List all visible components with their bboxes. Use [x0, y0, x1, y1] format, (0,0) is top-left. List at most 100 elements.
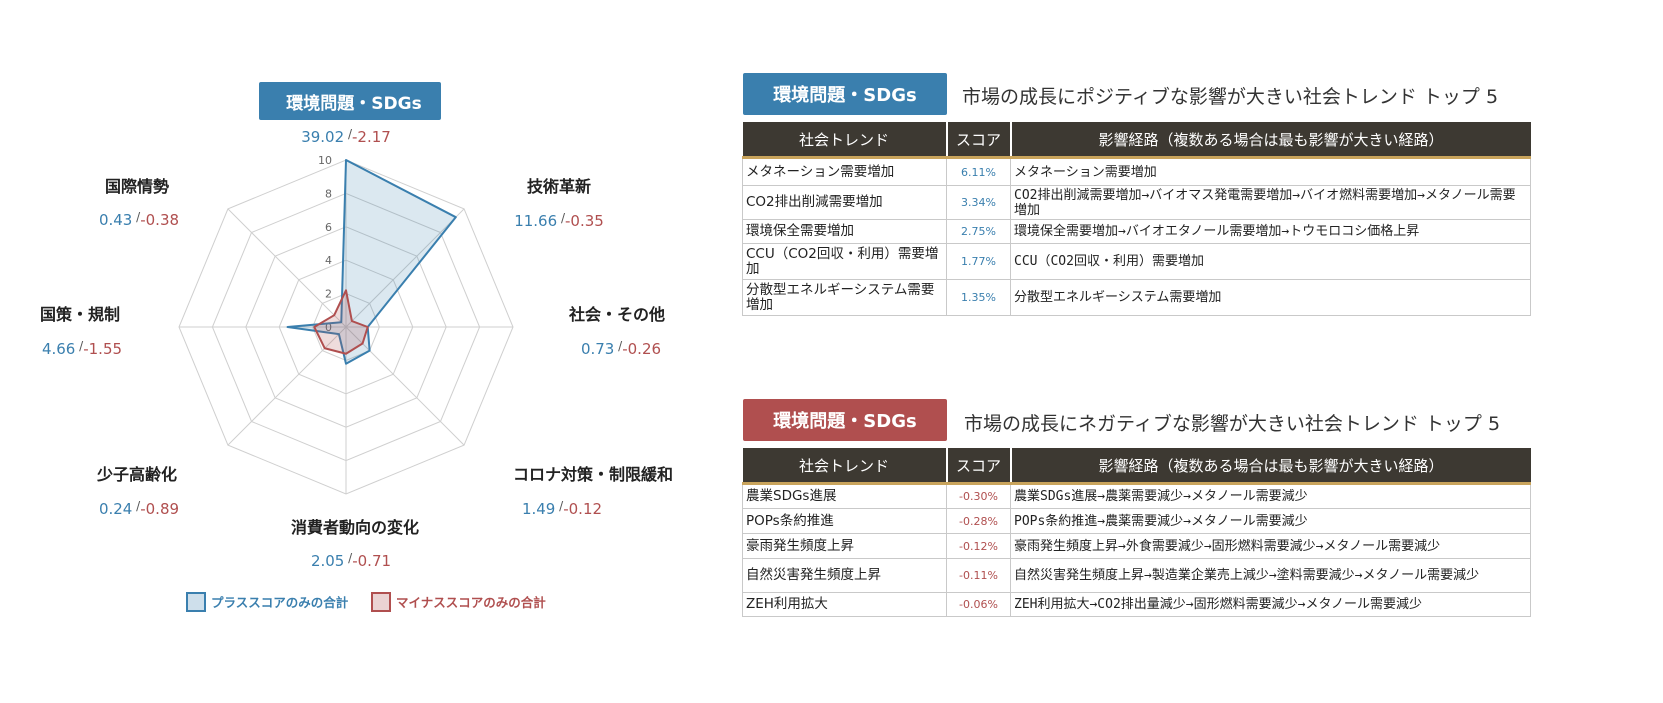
legend-label-minus: マイナススコアのみの合計	[396, 595, 546, 610]
table-row: メタネーション需要増加 6.11% メタネーション需要増加	[742, 157, 1531, 186]
negative-trend-table: 社会トレンド スコア 影響経路（複数ある場合は最も影響が大きい経路） 農業SDGs進…	[742, 448, 1531, 617]
table-row: CO2排出削減需要増加 3.34% CO2排出削減需要増加→バイオマス発電需要増加→…	[742, 185, 1531, 220]
category-score: 2.05 /-0.71	[311, 551, 391, 570]
trend-cell: 自然災害発生頻度上昇	[742, 558, 947, 593]
table-row: ZEH利用拡大 -0.06% ZEH利用拡大→CO2排出量減少→固形燃料需要減少→メ…	[742, 592, 1531, 617]
column-header: 影響経路（複数ある場合は最も影響が大きい経路）	[1010, 448, 1531, 485]
column-header: 影響経路（複数ある場合は最も影響が大きい経路）	[1010, 122, 1531, 159]
table-row: 環境保全需要増加 2.75% 環境保全需要増加→バイオエタノール需要増加→トウモロコ…	[742, 219, 1531, 244]
grid-spoke	[227, 208, 347, 328]
table-row: CCU（CO2回収・利用）需要増加 1.77% CCU（CO2回収・利用）需要増加	[742, 243, 1531, 280]
category-score: 11.66 /-0.35	[514, 211, 604, 230]
plus-score: 0.43	[99, 211, 132, 229]
category-label: 技術革新	[527, 177, 591, 196]
axis-tick-label: 0	[325, 321, 332, 334]
table-row: 自然災害発生頻度上昇 -0.11% 自然災害発生頻度上昇→製造業企業売上減少→塗料需…	[742, 558, 1531, 593]
column-header: 社会トレンド	[742, 448, 948, 485]
category-score: 0.24 /-0.89	[99, 499, 179, 518]
score-separator: /	[557, 211, 566, 225]
minus-score: -0.89	[140, 500, 179, 518]
category-label: 少子高齢化	[96, 465, 177, 484]
minus-score: -0.71	[352, 552, 391, 570]
plus-series-area	[286, 159, 457, 365]
trend-cell: ZEH利用拡大	[742, 592, 947, 617]
plus-score: 4.66	[42, 340, 75, 358]
category-label: 消費者動向の変化	[291, 518, 419, 537]
plus-score: 1.49	[522, 500, 555, 518]
category-score: 0.73 /-0.26	[581, 339, 661, 358]
trend-cell: CCU（CO2回収・利用）需要増加	[742, 243, 947, 280]
score-cell: -0.11%	[946, 558, 1011, 593]
legend-label-plus: プラススコアのみの合計	[211, 595, 349, 610]
grid-spoke	[227, 326, 347, 446]
score-separator: /	[344, 127, 353, 141]
category-score: 4.66 /-1.55	[42, 339, 122, 358]
axis-tick-label: 10	[318, 154, 332, 167]
path-cell: CO2排出削減需要増加→バイオマス発電需要増加→バイオ燃料需要増加→メタノール需…	[1010, 185, 1531, 220]
path-cell: メタネーション需要増加	[1010, 157, 1531, 186]
column-header: スコア	[946, 448, 1012, 485]
minus-score: -0.26	[622, 340, 661, 358]
path-cell: ZEH利用拡大→CO2排出量減少→固形燃料需要減少→メタノール需要減少	[1010, 592, 1531, 617]
category-score: 0.43 /-0.38	[99, 210, 179, 229]
category-score: 1.49 /-0.12	[522, 499, 602, 518]
axis-tick-label: 2	[325, 288, 332, 301]
minus-score: -0.38	[140, 211, 179, 229]
grid-spoke	[345, 326, 465, 446]
path-cell: CCU（CO2回収・利用）需要増加	[1010, 243, 1531, 280]
category-label: コロナ対策・制限緩和	[513, 465, 673, 484]
path-cell: 農業SDGs進展→農薬需要減少→メタノール需要減少	[1010, 483, 1531, 509]
trend-cell: CO2排出削減需要増加	[742, 185, 947, 220]
score-cell: -0.12%	[946, 533, 1011, 559]
positive-trend-table: 社会トレンド スコア 影響経路（複数ある場合は最も影響が大きい経路） メタネーション…	[742, 122, 1531, 316]
highlight-category-badge	[259, 82, 441, 120]
category-label: 社会・その他	[568, 305, 665, 324]
category-label: 国策・規制	[40, 305, 120, 324]
minus-score: -0.35	[565, 212, 604, 230]
path-cell: 分散型エネルギーシステム需要増加	[1010, 279, 1531, 316]
trend-cell: POPs条約推進	[742, 508, 947, 534]
table-row: 農業SDGs進展 -0.30% 農業SDGs進展→農薬需要減少→メタノール需要減少	[742, 483, 1531, 509]
plus-score: 11.66	[514, 212, 557, 230]
score-separator: /	[132, 210, 141, 224]
score-cell: 3.34%	[946, 185, 1011, 220]
legend-swatch-minus	[371, 592, 391, 612]
score-separator: /	[614, 339, 623, 353]
plus-score: 0.73	[581, 340, 614, 358]
minus-series-area	[313, 289, 369, 355]
plus-score: 2.05	[311, 552, 344, 570]
category-label: 国際情勢	[105, 177, 169, 196]
score-separator: /	[132, 499, 141, 513]
trend-cell: 農業SDGs進展	[742, 483, 947, 509]
table-row: 豪雨発生頻度上昇 -0.12% 豪雨発生頻度上昇→外食需要減少→固形燃料需要減少→メ…	[742, 533, 1531, 559]
axis-tick-label: 8	[325, 187, 332, 200]
positive-heading: 市場の成長にポジティブな影響が大きい社会トレンド トップ 5	[962, 86, 1499, 108]
table-row: 分散型エネルギーシステム需要増加 1.35% 分散型エネルギーシステム需要増加	[742, 279, 1531, 316]
minus-score: -0.12	[563, 500, 602, 518]
column-header: 社会トレンド	[742, 122, 948, 159]
path-cell: 豪雨発生頻度上昇→外食需要減少→固形燃料需要減少→メタノール需要減少	[1010, 533, 1531, 559]
trend-cell: 分散型エネルギーシステム需要増加	[742, 279, 947, 316]
positive-category-badge: 環境問題・SDGs	[743, 73, 947, 115]
grid-spoke	[345, 208, 465, 328]
score-cell: -0.06%	[946, 592, 1011, 617]
category-score: 39.02 /-2.17	[301, 127, 391, 146]
score-cell: 2.75%	[946, 219, 1011, 244]
path-cell: POPs条約推進→農薬需要減少→メタノール需要減少	[1010, 508, 1531, 534]
negative-heading: 市場の成長にネガティブな影響が大きい社会トレンド トップ 5	[964, 413, 1501, 435]
table-header-row: 社会トレンド スコア 影響経路（複数ある場合は最も影響が大きい経路）	[742, 122, 1531, 159]
negative-category-badge: 環境問題・SDGs	[743, 399, 947, 441]
score-cell: -0.28%	[946, 508, 1011, 534]
score-separator: /	[555, 499, 564, 513]
score-separator: /	[75, 339, 84, 353]
score-cell: 6.11%	[946, 157, 1011, 186]
minus-score: -2.17	[352, 128, 391, 146]
trend-cell: 豪雨発生頻度上昇	[742, 533, 947, 559]
score-separator: /	[344, 551, 353, 565]
score-cell: 1.35%	[946, 279, 1011, 316]
trend-cell: 環境保全需要増加	[742, 219, 947, 244]
trend-cell: メタネーション需要増加	[742, 157, 947, 186]
plus-score: 0.24	[99, 500, 132, 518]
axis-tick-label: 6	[325, 221, 332, 234]
